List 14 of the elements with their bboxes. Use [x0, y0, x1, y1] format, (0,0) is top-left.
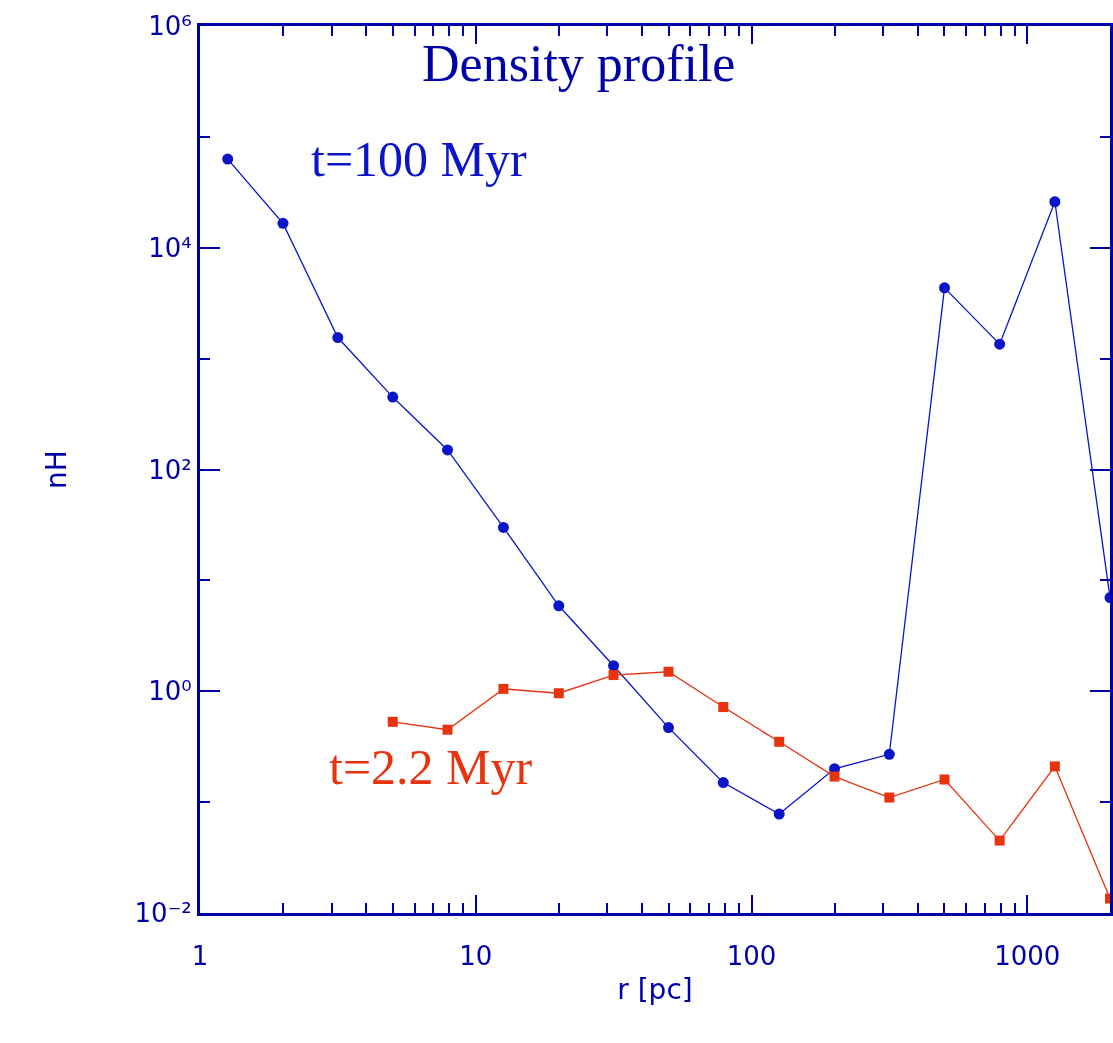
y-tick-label: 10⁴ — [148, 232, 192, 263]
y-axis-title: nH — [40, 450, 74, 489]
x-axis-title: r [pc] — [617, 973, 693, 1007]
x-tick-label: 1 — [191, 941, 209, 972]
y-tick-label: 10⁶ — [148, 11, 192, 42]
y-tick-label: 10² — [148, 454, 192, 485]
chart-title: Density profile — [422, 34, 736, 92]
y-tick-label: 10⁰ — [148, 676, 192, 707]
x-tick-label: 100 — [726, 941, 777, 972]
series-label: t=100 Myr — [311, 131, 528, 187]
series-label: t=2.2 Myr — [329, 739, 533, 795]
y-tick-label: 10⁻² — [134, 898, 192, 929]
x-tick-label: 1000 — [994, 941, 1061, 972]
x-tick-label: 10 — [459, 941, 493, 972]
